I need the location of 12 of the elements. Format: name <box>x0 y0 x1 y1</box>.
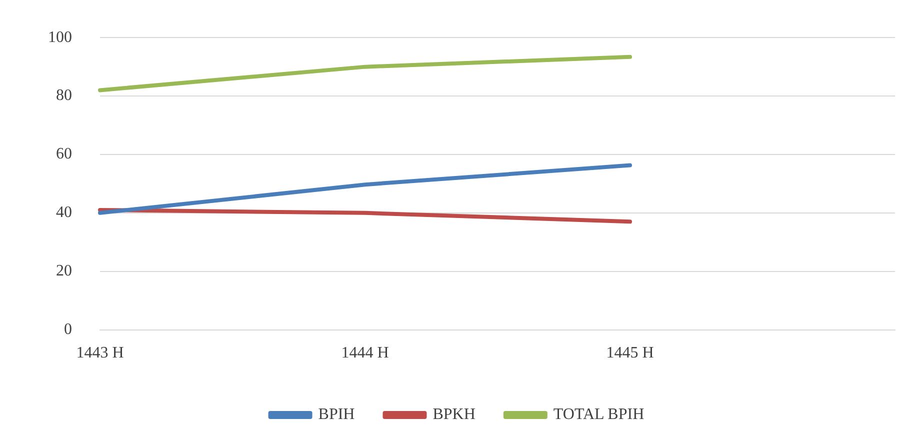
legend-label: TOTAL BPIH <box>553 406 645 424</box>
y-tick-label: 60 <box>56 146 72 163</box>
y-tick-label: 100 <box>48 28 72 46</box>
y-tick-label: 20 <box>56 262 72 280</box>
legend-label: BPIH <box>318 406 356 424</box>
x-tick-label: 1445 H <box>606 344 654 362</box>
y-tick-label: 0 <box>64 321 72 338</box>
y-tick-label: 40 <box>56 204 72 222</box>
legend-label: BPKH <box>432 406 476 424</box>
y-tick-label: 80 <box>56 87 72 104</box>
x-tick-label: 1444 H <box>341 344 390 362</box>
x-tick-label: 1443 H <box>76 344 124 362</box>
